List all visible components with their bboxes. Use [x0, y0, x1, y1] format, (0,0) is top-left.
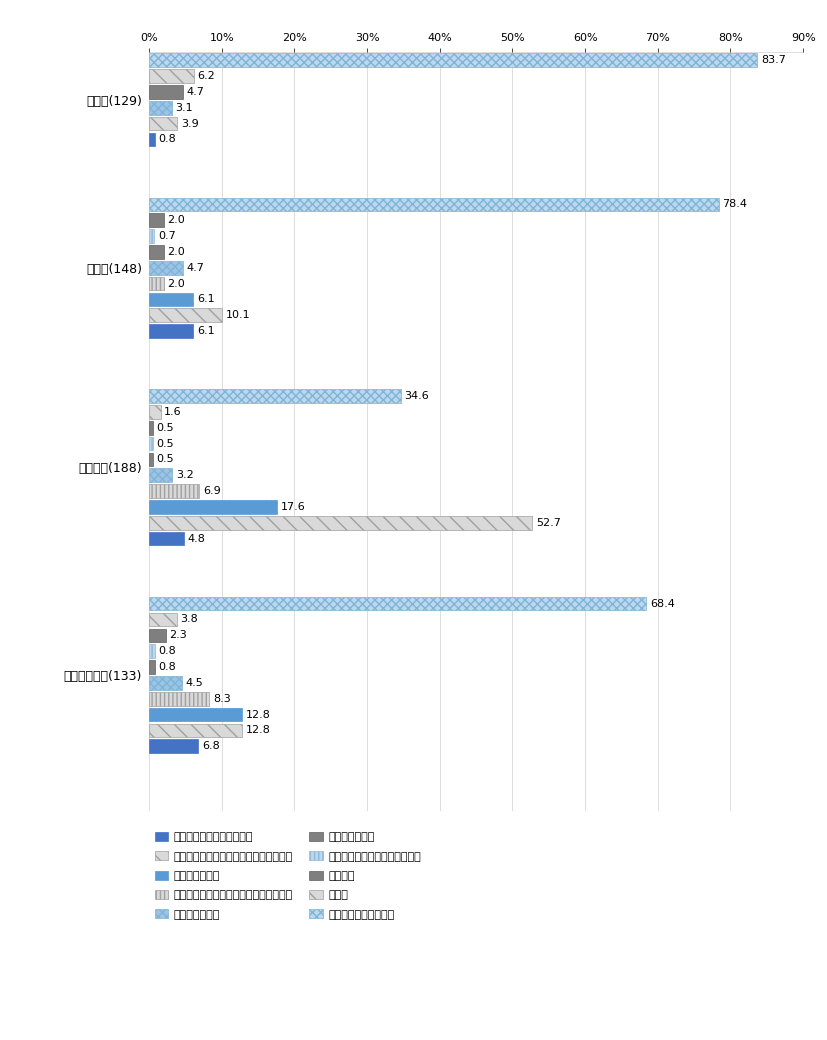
Text: 3.1: 3.1: [175, 103, 193, 112]
Bar: [149, 707, 241, 722]
Text: 4.8: 4.8: [188, 534, 205, 544]
Text: 2.0: 2.0: [167, 246, 184, 257]
Bar: [149, 645, 155, 658]
Text: 4.5: 4.5: [185, 678, 203, 687]
Text: 2.0: 2.0: [167, 215, 184, 226]
Bar: [149, 292, 194, 306]
Text: 0.8: 0.8: [158, 662, 176, 672]
Bar: [149, 213, 164, 227]
Text: 6.8: 6.8: [202, 742, 220, 751]
Bar: [149, 116, 177, 130]
Bar: [149, 597, 645, 610]
Bar: [149, 101, 171, 114]
Bar: [149, 229, 154, 243]
Bar: [149, 132, 155, 147]
Text: 78.4: 78.4: [722, 200, 747, 209]
Bar: [149, 613, 176, 626]
Text: 6.2: 6.2: [198, 71, 215, 81]
Bar: [149, 676, 181, 690]
Text: 4.7: 4.7: [187, 87, 204, 97]
Bar: [149, 485, 199, 498]
Text: 0.5: 0.5: [156, 454, 174, 465]
Text: 12.8: 12.8: [246, 725, 270, 735]
Text: 0.8: 0.8: [158, 646, 176, 656]
Bar: [149, 739, 198, 753]
Bar: [149, 628, 165, 642]
Text: 0.5: 0.5: [156, 423, 174, 433]
Bar: [149, 421, 152, 435]
Text: 10.1: 10.1: [226, 310, 251, 320]
Bar: [149, 437, 152, 450]
Text: 6.9: 6.9: [203, 486, 220, 496]
Bar: [149, 198, 718, 211]
Bar: [149, 452, 152, 466]
Legend: 犯罪被害者等給付金の支給, 自動車保険（自賞責保険を含む）の支給, 生命保険の支給, 労災保険（労働者災害補償保険）の支給, 障害年金の給付, 遺族年金の給付,: 犯罪被害者等給付金の支給, 自動車保険（自賞責保険を含む）の支給, 生命保険の支…: [155, 832, 421, 919]
Bar: [149, 245, 164, 259]
Bar: [149, 516, 532, 529]
Text: 52.7: 52.7: [535, 518, 560, 528]
Bar: [149, 692, 209, 705]
Text: 34.6: 34.6: [404, 391, 428, 401]
Bar: [149, 70, 194, 83]
Bar: [149, 309, 222, 322]
Text: 0.8: 0.8: [158, 134, 176, 145]
Text: 12.8: 12.8: [246, 709, 270, 720]
Bar: [149, 724, 241, 737]
Bar: [149, 531, 184, 546]
Text: 2.3: 2.3: [170, 630, 187, 641]
Bar: [149, 85, 183, 99]
Text: 83.7: 83.7: [760, 55, 785, 66]
Bar: [149, 660, 155, 674]
Bar: [149, 468, 172, 483]
Bar: [149, 406, 160, 419]
Text: 0.7: 0.7: [158, 231, 175, 241]
Bar: [149, 500, 276, 514]
Text: 68.4: 68.4: [649, 599, 674, 608]
Bar: [149, 324, 194, 338]
Text: 17.6: 17.6: [280, 502, 305, 512]
Bar: [149, 389, 400, 402]
Text: 1.6: 1.6: [164, 407, 182, 417]
Bar: [149, 277, 164, 290]
Text: 0.5: 0.5: [156, 439, 174, 448]
Text: 3.2: 3.2: [175, 470, 194, 480]
Text: 2.0: 2.0: [167, 279, 184, 288]
Text: 6.1: 6.1: [197, 294, 214, 305]
Text: 3.8: 3.8: [180, 615, 198, 624]
Text: 4.7: 4.7: [187, 263, 204, 272]
Text: 8.3: 8.3: [213, 694, 231, 704]
Text: 3.9: 3.9: [181, 119, 198, 129]
Bar: [149, 53, 757, 67]
Bar: [149, 261, 183, 275]
Text: 6.1: 6.1: [197, 327, 214, 336]
